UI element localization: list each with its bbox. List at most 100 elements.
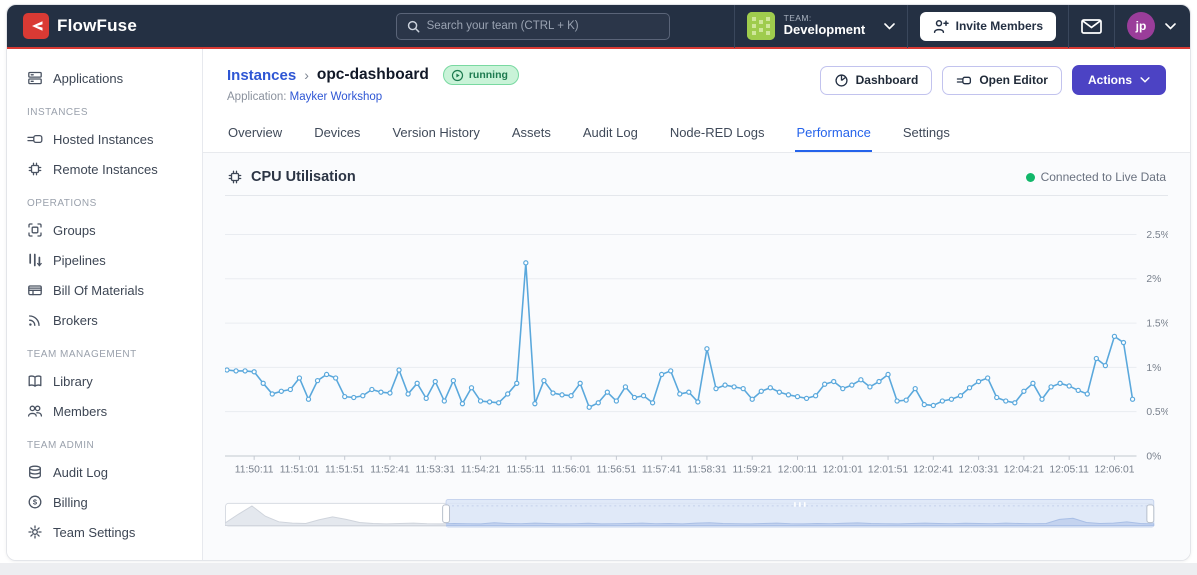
flowfuse-logo[interactable]: FlowFuse	[23, 13, 137, 39]
sidebar-item-remote-instances[interactable]: Remote Instances	[7, 154, 202, 184]
sidebar-item-applications[interactable]: Applications	[7, 63, 202, 93]
sidebar-item-label: Groups	[53, 222, 96, 238]
brand-name: FlowFuse	[57, 16, 137, 35]
svg-text:12:01:01: 12:01:01	[823, 465, 863, 476]
tab-performance[interactable]: Performance	[795, 117, 872, 152]
sidebar-item-label: Brokers	[53, 312, 98, 328]
sidebar-item-label: Audit Log	[53, 464, 108, 480]
bom-icon	[27, 282, 43, 298]
tab-version-history[interactable]: Version History	[392, 125, 480, 140]
sidebar-item-bill-of-materials[interactable]: Bill Of Materials	[7, 275, 202, 305]
sidebar-item-label: Applications	[53, 70, 124, 86]
svg-text:11:51:01: 11:51:01	[280, 465, 320, 476]
topbar-divider	[906, 5, 908, 48]
brokers-icon	[27, 312, 43, 328]
members-icon	[27, 403, 43, 419]
sidebar-item-label: Billing	[53, 494, 88, 510]
brush-svg[interactable]	[224, 499, 1168, 529]
invite-members-button[interactable]: Invite Members	[919, 11, 1056, 41]
sidebar-item-label: Members	[53, 403, 108, 419]
brush-handle-left[interactable]	[442, 504, 451, 524]
svg-text:11:54:21: 11:54:21	[461, 465, 501, 476]
actions-button[interactable]: Actions	[1071, 65, 1166, 95]
dashboard-button[interactable]: Dashboard	[819, 65, 933, 95]
topbar-divider	[1068, 5, 1069, 48]
sidebar-item-library[interactable]: Library	[7, 366, 202, 396]
play-circle-icon	[451, 69, 464, 82]
user-menu[interactable]: jp	[1127, 12, 1176, 40]
svg-text:1%: 1%	[1146, 363, 1161, 374]
notifications-button[interactable]	[1081, 18, 1102, 34]
svg-text:0.5%: 0.5%	[1146, 407, 1168, 418]
sidebar-item-groups[interactable]: Groups	[7, 215, 202, 245]
billing-icon: $	[27, 494, 43, 510]
sidebar-nav: Applications INSTANCES Hosted Instances Rem…	[7, 49, 203, 560]
svg-text:12:04:21: 12:04:21	[1004, 465, 1044, 476]
team-search[interactable]	[395, 12, 670, 40]
breadcrumb-separator: ›	[304, 67, 309, 83]
sidebar-item-pipelines[interactable]: Pipelines	[7, 245, 202, 275]
svg-text:12:06:01: 12:06:01	[1094, 465, 1134, 476]
tab-devices[interactable]: Devices	[314, 125, 361, 140]
performance-content: CPU Utilisation Connected to Live Data 0…	[203, 153, 1190, 560]
open-editor-button[interactable]: Open Editor	[942, 65, 1062, 95]
pipelines-icon	[27, 252, 43, 268]
svg-text:1.5%: 1.5%	[1146, 319, 1168, 330]
svg-text:12:02:41: 12:02:41	[913, 465, 953, 476]
audit-log-icon	[27, 464, 43, 480]
sidebar-item-billing[interactable]: $ Billing	[7, 487, 202, 517]
sidebar-item-audit-log[interactable]: Audit Log	[7, 457, 202, 487]
team-avatar-icon	[746, 12, 775, 40]
breadcrumb-instances-link[interactable]: Instances	[227, 66, 297, 84]
svg-text:11:56:51: 11:56:51	[597, 465, 637, 476]
svg-text:12:03:31: 12:03:31	[959, 465, 999, 476]
time-range-brush[interactable]	[224, 499, 1168, 534]
sidebar-item-label: Bill Of Materials	[53, 282, 145, 298]
team-label: TEAM:	[783, 12, 812, 23]
svg-text:11:51:51: 11:51:51	[325, 465, 365, 476]
user-avatar: jp	[1127, 12, 1155, 40]
chevron-down-icon	[1165, 22, 1176, 30]
tab-bar: Overview Devices Version History Assets Audi…	[203, 117, 1190, 153]
cpu-line	[226, 262, 1134, 409]
topbar-divider	[1114, 5, 1115, 48]
live-dot-icon	[1025, 172, 1035, 182]
brush-grip[interactable]	[794, 502, 806, 508]
pie-chart-icon	[834, 73, 849, 88]
remote-instances-icon	[27, 161, 43, 177]
sidebar-section-header: TEAM ADMIN	[27, 440, 95, 451]
sidebar-section-header: TEAM MANAGEMENT	[27, 349, 137, 360]
svg-text:11:55:11: 11:55:11	[506, 465, 545, 476]
brush-handle-right[interactable]	[1146, 504, 1155, 524]
sidebar-item-brokers[interactable]: Brokers	[7, 305, 202, 335]
node-red-flow-icon	[956, 73, 972, 88]
tab-node-red-logs[interactable]: Node-RED Logs	[669, 125, 765, 140]
tab-assets[interactable]: Assets	[511, 125, 551, 140]
svg-text:11:58:31: 11:58:31	[687, 465, 727, 476]
team-selector[interactable]: TEAM: Development	[746, 12, 895, 40]
topbar-divider	[733, 5, 735, 48]
tab-settings[interactable]: Settings	[902, 125, 950, 140]
chevron-down-icon	[883, 17, 895, 35]
sidebar-item-team-settings[interactable]: Team Settings	[7, 517, 202, 547]
sidebar-item-hosted-instances[interactable]: Hosted Instances	[7, 124, 202, 154]
sidebar-item-label: Hosted Instances	[53, 131, 154, 147]
section-divider	[225, 195, 1168, 196]
tab-overview[interactable]: Overview	[228, 125, 283, 140]
search-icon	[407, 20, 420, 33]
flowfuse-logo-icon	[23, 13, 49, 39]
applications-icon	[27, 70, 43, 86]
page-title-block: Instances › opc-dashboard running Applic…	[227, 65, 519, 103]
application-link[interactable]: Mayker Workshop	[289, 91, 383, 103]
breadcrumb: Instances › opc-dashboard running	[227, 65, 519, 85]
sidebar-item-label: Pipelines	[53, 252, 106, 268]
top-navbar: FlowFuse TEAM: Development	[7, 5, 1190, 49]
search-input[interactable]	[426, 20, 659, 32]
sidebar-item-label: Library	[53, 373, 93, 389]
tab-audit-log[interactable]: Audit Log	[582, 125, 638, 140]
cpu-chip-icon	[227, 169, 243, 185]
cpu-markers	[225, 260, 1136, 410]
sidebar-item-members[interactable]: Members	[7, 396, 202, 426]
svg-text:11:50:11: 11:50:11	[235, 465, 274, 476]
application-label: Application:	[227, 91, 287, 103]
